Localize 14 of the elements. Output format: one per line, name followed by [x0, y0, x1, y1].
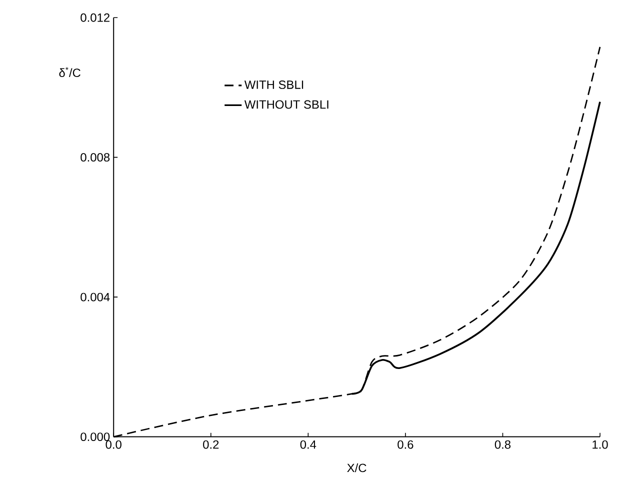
x-tick-label: 0.2	[203, 440, 219, 449]
x-axis-title: X/C	[347, 463, 366, 472]
legend-label: WITHOUT SBLI	[244, 100, 328, 109]
x-tick-label: 0.4	[300, 440, 316, 449]
y-axis-title: δ$^{*}$/C	[59, 67, 80, 78]
x-tick-label: 1.0	[592, 440, 608, 449]
y-tick-label: 0.012	[80, 13, 110, 22]
legend-label: WITH SBLI	[244, 80, 304, 89]
y-tick-label: 0.000	[80, 432, 110, 442]
x-tick-label: 0.6	[398, 440, 414, 449]
x-tick-label: 0.8	[494, 440, 511, 449]
x-tick-label: 0.0	[106, 440, 122, 449]
y-tick-label: 0.008	[80, 153, 110, 162]
y-tick-label: 0.004	[80, 292, 110, 302]
